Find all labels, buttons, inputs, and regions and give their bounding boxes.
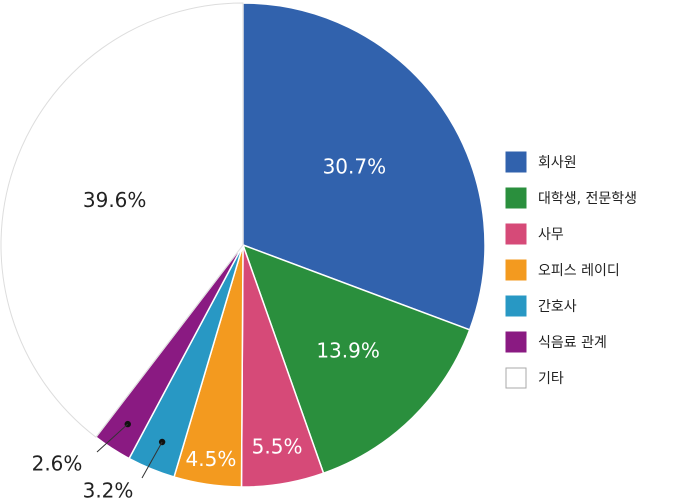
- legend-swatch-4: [505, 259, 527, 281]
- pie-slice-2: [242, 244, 471, 474]
- pie-slice-1: [242, 2, 486, 331]
- legend-swatch-1: [505, 151, 527, 173]
- legend-label-6: 식음료 관계: [538, 335, 607, 351]
- legend-label-2: 대학생, 전문학생: [538, 191, 637, 207]
- slice-label-2: 13.9%: [316, 339, 380, 363]
- leader-line-6: [96, 423, 129, 453]
- legend-swatch-5: [505, 295, 527, 317]
- slice-label-4: 4.5%: [186, 447, 237, 471]
- legend-label-1: 회사원: [538, 155, 577, 171]
- slice-labels: 30.7% 13.9% 5.5% 4.5% 3.2%2.6% 39.6%: [32, 154, 387, 500]
- legend-label-5: 간호사: [538, 299, 577, 315]
- pie-slices: [0, 2, 486, 488]
- slice-label-3: 5.5%: [252, 434, 303, 458]
- legend-swatch-2: [505, 187, 527, 209]
- leader-line-5: [141, 441, 163, 479]
- slice-label-1: 30.7%: [323, 154, 387, 178]
- legend-label-3: 사무: [538, 227, 564, 243]
- leader-lines: [96, 420, 166, 479]
- legend-swatch-6: [505, 331, 527, 353]
- legend-label-4: 오피스 레이디: [538, 263, 620, 279]
- legend-label-7: 기타: [538, 371, 564, 387]
- slice-label-6: 2.6%: [32, 452, 83, 476]
- legend-swatch-3: [505, 223, 527, 245]
- slice-label-5: 3.2%: [83, 479, 134, 500]
- pie-slice-7: [0, 2, 244, 438]
- legend-swatch-7: [505, 367, 527, 389]
- slice-label-7: 39.6%: [83, 188, 147, 212]
